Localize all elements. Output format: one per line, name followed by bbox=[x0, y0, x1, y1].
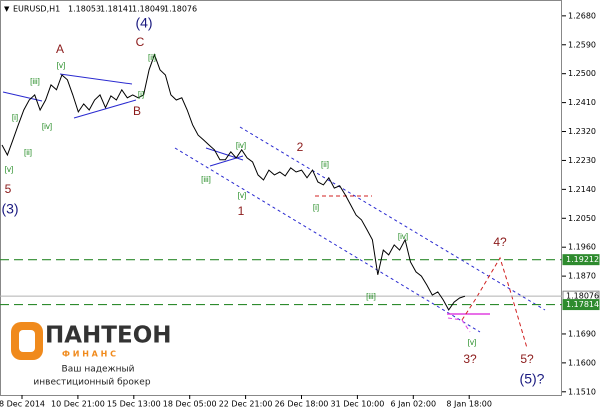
price-line bbox=[1, 53, 466, 311]
level-label: 1.17814 bbox=[566, 300, 599, 309]
y-tick-label: 1.1870 bbox=[568, 272, 596, 281]
level-box bbox=[562, 299, 600, 311]
level-label: 1.18076 bbox=[566, 292, 599, 301]
wave-label: [ii] bbox=[148, 53, 156, 62]
projection bbox=[461, 256, 528, 349]
wave-label: (3) bbox=[1, 201, 18, 217]
wave-label: [iii] bbox=[201, 175, 211, 184]
wave-label: 4? bbox=[493, 235, 507, 249]
y-tick-label: 1.2500 bbox=[568, 69, 596, 78]
y-tick-label: 1.2320 bbox=[568, 127, 596, 136]
x-tick-label: 10 Dec 21:00 bbox=[51, 400, 105, 409]
wave-label: [ii] bbox=[321, 160, 329, 169]
plot-frame bbox=[0, 0, 562, 396]
x-tick-label: 15 Dec 13:00 bbox=[107, 400, 161, 409]
wave-label: [ii] bbox=[24, 148, 32, 157]
wave-label: [iv] bbox=[42, 122, 52, 131]
wave-label: [v] bbox=[57, 61, 65, 70]
logo-sub: Ф И Н А Н С bbox=[62, 350, 116, 359]
trend-line bbox=[2, 91, 43, 102]
x-tick-label: 6 Jan 02:00 bbox=[391, 400, 437, 409]
y-tick-label: 1.2230 bbox=[568, 156, 596, 165]
ohlc-low: 1.18049 bbox=[132, 5, 165, 14]
channel-upper bbox=[239, 126, 546, 311]
wave-label: 1 bbox=[238, 204, 245, 218]
menu-icon: ▼ bbox=[4, 5, 10, 13]
x-tick-label: 26 Dec 18:00 bbox=[275, 400, 329, 409]
ohlc-open: 1.18053 bbox=[68, 5, 101, 14]
wave-label: B bbox=[133, 104, 141, 118]
y-tick-label: 1.1600 bbox=[568, 358, 596, 367]
logo-mark bbox=[19, 330, 35, 352]
y-tick-label: 1.2140 bbox=[568, 185, 596, 194]
y-tick-label: 1.2410 bbox=[568, 98, 596, 107]
logo: ПАНТЕОН Ф И Н А Н С Ваш надежный инвести… bbox=[11, 322, 172, 388]
logo-tagline: Ваш надежный bbox=[62, 365, 135, 375]
triangle-line bbox=[59, 73, 133, 85]
x-tick-label: 18 Dec 05:00 bbox=[163, 400, 217, 409]
x-tick-label: 31 Dec 10:00 bbox=[330, 400, 384, 409]
y-tick-label: 1.2590 bbox=[568, 40, 596, 49]
wave-label: [i] bbox=[313, 203, 319, 212]
ohlc-close: 1.18076 bbox=[164, 5, 197, 14]
symbol: EURUSD,H1 bbox=[13, 5, 60, 14]
annotations bbox=[2, 73, 546, 349]
x-tick-label: 22 Dec 21:00 bbox=[219, 400, 273, 409]
wave-label: [iv] bbox=[236, 141, 246, 150]
y-tick-label: 1.1960 bbox=[568, 243, 596, 252]
wave-label: [iii] bbox=[30, 77, 40, 86]
wave-label: C bbox=[136, 35, 145, 49]
logo-name: ПАНТЕОН bbox=[45, 323, 172, 349]
y-tick-label: 1.1690 bbox=[568, 329, 596, 338]
level-label: 1.19212 bbox=[566, 255, 599, 264]
logo-tagline: инвестиционный брокер bbox=[33, 378, 150, 388]
wave-label: [i] bbox=[12, 113, 18, 122]
wave-label: 3? bbox=[463, 352, 477, 366]
wave-label: (4) bbox=[135, 15, 152, 31]
wave-label: [v] bbox=[468, 338, 476, 347]
channel-lower bbox=[174, 147, 481, 333]
wave-label: (5)? bbox=[520, 371, 545, 387]
y-tick-label: 1.2050 bbox=[568, 214, 596, 223]
triangle-line bbox=[209, 155, 244, 167]
projection bbox=[447, 317, 471, 333]
y-tick-label: 1.2680 bbox=[568, 11, 596, 20]
wave-label: 5? bbox=[520, 352, 534, 366]
wave-label: 5 bbox=[5, 182, 12, 196]
ohlc-high: 1.18141 bbox=[100, 5, 133, 14]
y-tick-label: 1.1510 bbox=[568, 387, 596, 396]
wave-label: [v] bbox=[5, 165, 13, 174]
wave-label: [iv] bbox=[398, 232, 408, 241]
level-box bbox=[562, 254, 600, 266]
wave-label: 2 bbox=[297, 140, 304, 154]
x-tick-label: 8 Dec 2014 bbox=[0, 400, 45, 409]
x-tick-label: 8 Jan 18:00 bbox=[446, 400, 492, 409]
wave-label: A bbox=[56, 42, 64, 56]
wave-label: [v] bbox=[238, 191, 246, 200]
wave-label: [i] bbox=[138, 90, 144, 99]
triangle-line bbox=[73, 99, 137, 119]
wave-label: [iii] bbox=[366, 292, 376, 301]
